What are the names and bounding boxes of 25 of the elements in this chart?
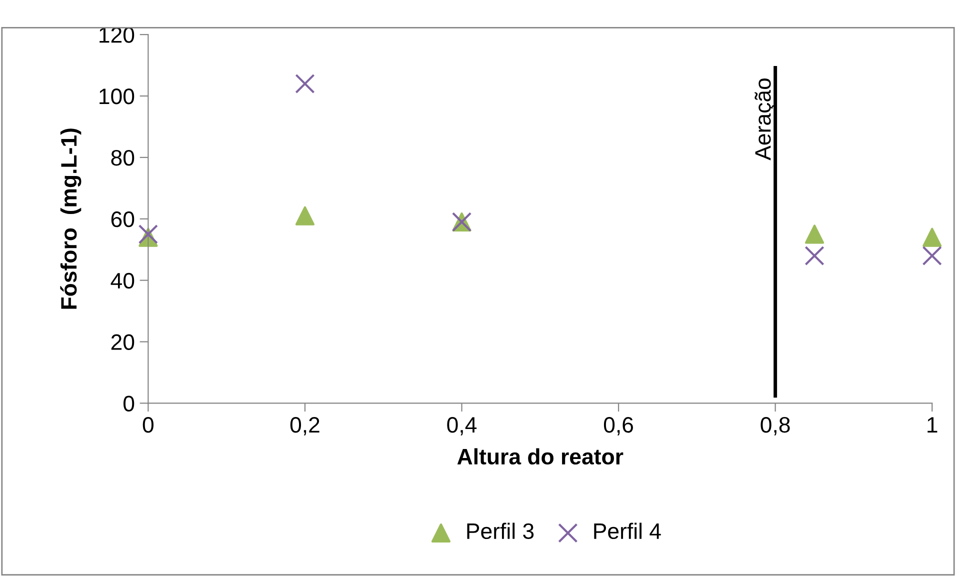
y-tick-label: 40 bbox=[110, 272, 134, 289]
point bbox=[922, 246, 942, 266]
y-tick-label: 0 bbox=[123, 396, 134, 412]
y-tick-label: 60 bbox=[111, 211, 134, 228]
point bbox=[295, 74, 315, 94]
point bbox=[138, 224, 158, 244]
x-tick-label: 0,4 bbox=[447, 416, 477, 436]
x-tick-label: 0 bbox=[142, 416, 154, 433]
x-axis-title: Altura do reator bbox=[457, 448, 624, 465]
y-tick-label: 100 bbox=[100, 88, 134, 104]
x-tick-label: 0,6 bbox=[604, 416, 634, 436]
x-tick-label: 0,2 bbox=[290, 416, 320, 436]
ref-line-label: Aeração bbox=[754, 78, 776, 160]
legend-label: Perfil 4 bbox=[594, 522, 661, 540]
x-tick-label: 1 bbox=[928, 417, 938, 432]
legend-label: Perfil 3 bbox=[467, 522, 534, 540]
x-tick-label: 0,8 bbox=[760, 416, 790, 436]
point bbox=[922, 228, 942, 247]
y-tick-label: 20 bbox=[111, 334, 134, 350]
point bbox=[804, 246, 824, 266]
point bbox=[295, 206, 315, 226]
y-tick-label: 80 bbox=[111, 150, 134, 166]
y-axis-title: Fósforo (mg.L-1) bbox=[60, 128, 82, 309]
y-tick-label: 120 bbox=[100, 27, 134, 43]
point bbox=[804, 224, 824, 244]
